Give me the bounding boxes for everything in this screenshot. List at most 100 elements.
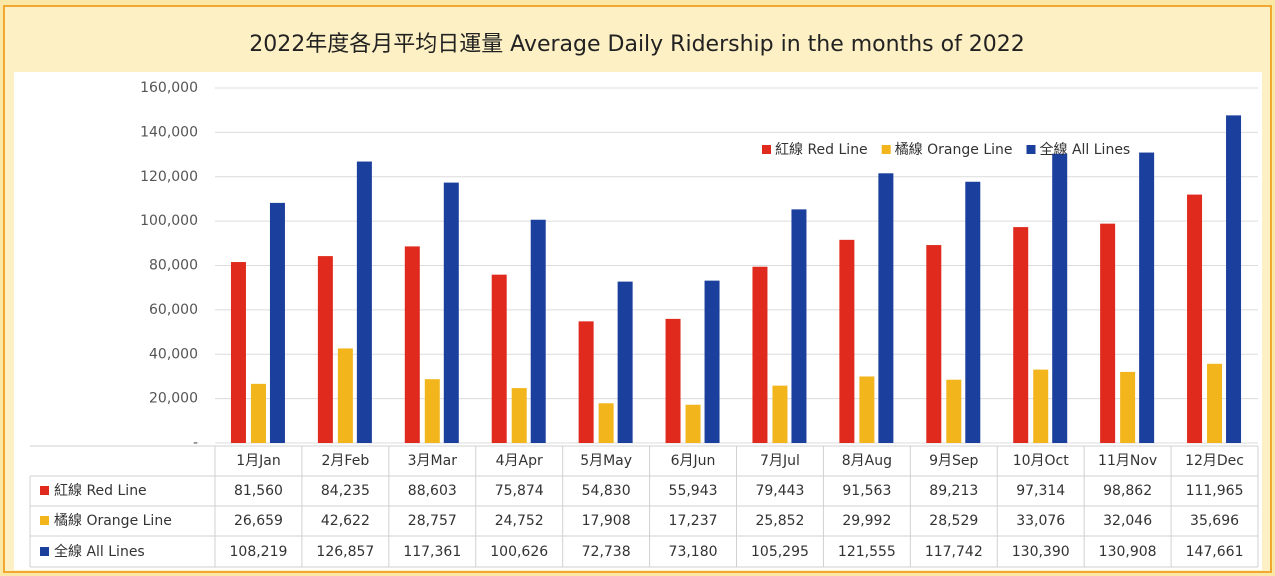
bar — [1207, 363, 1223, 443]
table-row-label: 橘線 Orange Line — [54, 513, 172, 529]
bar — [791, 209, 807, 443]
chart-title: 2022年度各月平均日運量 Average Daily Ridership in… — [249, 32, 1025, 57]
bar — [578, 321, 594, 443]
bar — [1052, 153, 1068, 443]
x-tick-label: 12月Dec — [1185, 453, 1244, 469]
table-value: 73,180 — [669, 544, 718, 560]
bar — [356, 161, 372, 444]
table-value: 100,626 — [490, 544, 548, 560]
bar — [530, 219, 546, 443]
table-value: 105,295 — [751, 544, 809, 560]
bar — [617, 281, 633, 443]
table-value: 98,862 — [1103, 483, 1152, 499]
table-value: 130,390 — [1012, 544, 1070, 560]
y-tick-label: 160,000 — [140, 80, 198, 96]
table-value: 54,830 — [582, 483, 631, 499]
bar — [878, 173, 894, 443]
bar — [1139, 152, 1155, 443]
bar — [1226, 115, 1242, 443]
bar — [250, 383, 266, 443]
bar — [1013, 227, 1029, 443]
y-tick-label: 100,000 — [140, 213, 198, 229]
bar — [752, 266, 768, 443]
table-value: 17,237 — [669, 513, 718, 529]
legend-label: 橘線 Orange Line — [895, 142, 1013, 158]
y-tick-label: 20,000 — [149, 391, 198, 407]
bar — [704, 280, 720, 443]
table-value: 126,857 — [316, 544, 374, 560]
table-value: 81,560 — [234, 483, 283, 499]
table-value: 117,361 — [403, 544, 461, 560]
table-value: 42,622 — [321, 513, 370, 529]
table-value: 24,752 — [495, 513, 544, 529]
table-value: 26,659 — [234, 513, 283, 529]
bar — [859, 376, 875, 443]
x-tick-label: 6月Jun — [671, 453, 716, 469]
table-value: 91,563 — [842, 483, 891, 499]
y-tick-label: 60,000 — [149, 302, 198, 318]
table-row-label: 紅線 Red Line — [54, 483, 147, 499]
legend-label: 全線 All Lines — [1040, 141, 1131, 158]
x-tick-label: 11月Nov — [1098, 453, 1157, 469]
table-value: 84,235 — [321, 483, 370, 499]
table-value: 147,661 — [1186, 544, 1244, 560]
y-tick-label: - — [193, 435, 198, 451]
y-tick-label: 140,000 — [140, 124, 198, 140]
bar — [965, 181, 981, 443]
table-value: 32,046 — [1103, 513, 1152, 529]
legend-swatch — [881, 145, 891, 154]
bar — [946, 379, 962, 443]
table-value: 108,219 — [230, 544, 288, 560]
y-tick-label: 80,000 — [149, 258, 198, 274]
bar — [337, 348, 353, 443]
x-tick-label: 10月Oct — [1013, 453, 1070, 469]
bar — [230, 262, 246, 443]
x-tick-label: 1月Jan — [236, 453, 281, 469]
bar — [665, 318, 681, 443]
bar — [424, 379, 440, 443]
bar — [1100, 223, 1116, 443]
x-tick-label: 2月Feb — [322, 453, 370, 469]
table-value: 121,555 — [838, 544, 896, 560]
y-tick-label: 40,000 — [149, 346, 198, 362]
x-tick-label: 5月May — [580, 453, 632, 469]
bar — [1187, 194, 1203, 443]
table-value: 88,603 — [408, 483, 457, 499]
x-tick-label: 3月Mar — [408, 453, 458, 469]
bar — [1120, 371, 1136, 443]
table-swatch — [40, 486, 49, 495]
bar — [685, 404, 701, 443]
y-tick-label: 120,000 — [140, 169, 198, 185]
legend-swatch — [1026, 145, 1036, 154]
table-value: 28,529 — [929, 513, 978, 529]
table-value: 130,908 — [1099, 544, 1157, 560]
bar — [511, 388, 527, 443]
table-value: 111,965 — [1186, 483, 1244, 499]
table-value: 29,992 — [842, 513, 891, 529]
bar — [269, 202, 285, 443]
x-tick-label: 8月Aug — [842, 453, 892, 469]
table-value: 33,076 — [1016, 513, 1065, 529]
table-value: 117,742 — [925, 544, 983, 560]
table-value: 72,738 — [582, 544, 631, 560]
legend-swatch — [762, 145, 771, 154]
table-value: 97,314 — [1016, 483, 1065, 499]
table-swatch — [40, 547, 49, 556]
table-value: 55,943 — [669, 483, 718, 499]
table-swatch — [40, 516, 49, 525]
table-value: 35,696 — [1190, 513, 1239, 529]
table-value: 28,757 — [408, 513, 457, 529]
table-value: 79,443 — [755, 483, 804, 499]
table-row-label: 全線 All Lines — [54, 543, 145, 560]
bar — [598, 403, 614, 443]
bar — [772, 385, 788, 443]
bar — [317, 256, 333, 443]
x-tick-label: 4月Apr — [496, 453, 543, 469]
bar — [404, 246, 420, 443]
table-value: 25,852 — [755, 513, 804, 529]
table-value: 75,874 — [495, 483, 544, 499]
bar — [839, 239, 855, 443]
legend-label: 紅線 Red Line — [775, 142, 868, 158]
x-tick-label: 7月Jul — [760, 453, 800, 469]
